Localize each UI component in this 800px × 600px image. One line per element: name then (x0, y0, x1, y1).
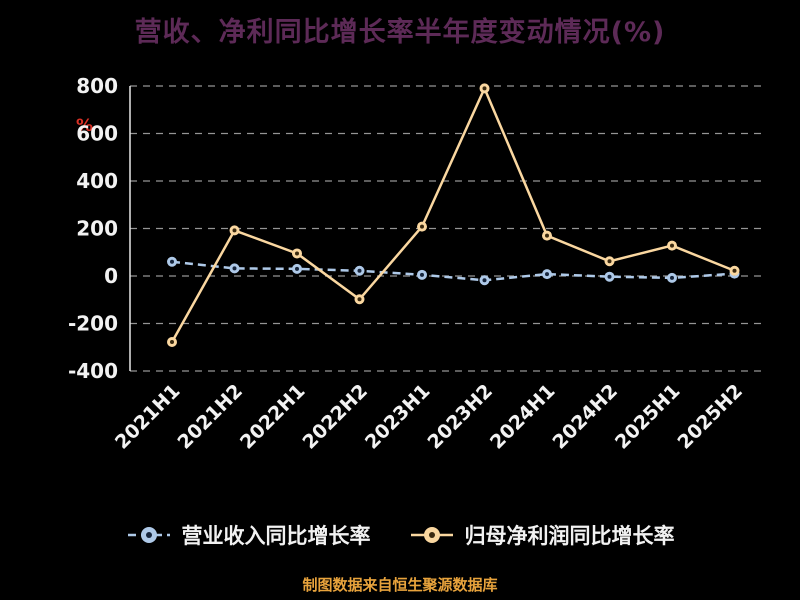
legend: 营业收入同比增长率 归母净利润同比增长率 (0, 520, 800, 550)
svg-text:2021H1: 2021H1 (111, 380, 185, 454)
data-source-note: 制图数据来自恒生聚源数据库 (302, 576, 498, 594)
legend-item-net-profit[interactable]: 归母净利润同比增长率 (409, 520, 675, 550)
svg-text:600: 600 (76, 122, 118, 146)
line-chart-canvas: 8006004002000-200-4002021H12021H22022H12… (68, 74, 762, 454)
svg-text:2022H1: 2022H1 (236, 380, 310, 454)
legend-label-revenue: 营业收入同比增长率 (181, 524, 371, 548)
svg-text:2024H2: 2024H2 (548, 380, 622, 454)
svg-text:0: 0 (104, 264, 118, 288)
svg-text:2025H2: 2025H2 (673, 380, 747, 454)
svg-text:2024H1: 2024H1 (486, 380, 560, 454)
svg-text:-400: -400 (68, 359, 118, 383)
chart-title: 营收、净利同比增长率半年度变动情况(%) (134, 17, 666, 48)
legend-label-net-profit: 归母净利润同比增长率 (464, 524, 675, 548)
net-profit-series-marker-icon (410, 527, 453, 543)
svg-text:2021H2: 2021H2 (173, 380, 247, 454)
svg-text:2023H2: 2023H2 (423, 380, 497, 454)
svg-text:2025H1: 2025H1 (611, 380, 685, 454)
svg-text:800: 800 (76, 74, 118, 98)
svg-text:200: 200 (76, 217, 118, 241)
svg-text:2022H2: 2022H2 (298, 380, 372, 454)
svg-text:-200: -200 (68, 312, 118, 336)
legend-item-revenue[interactable]: 营业收入同比增长率 (126, 520, 371, 550)
svg-text:400: 400 (76, 169, 118, 193)
svg-text:2023H1: 2023H1 (361, 380, 435, 454)
revenue-series-marker-icon (127, 527, 170, 543)
y-axis-unit-label: % (76, 116, 94, 136)
